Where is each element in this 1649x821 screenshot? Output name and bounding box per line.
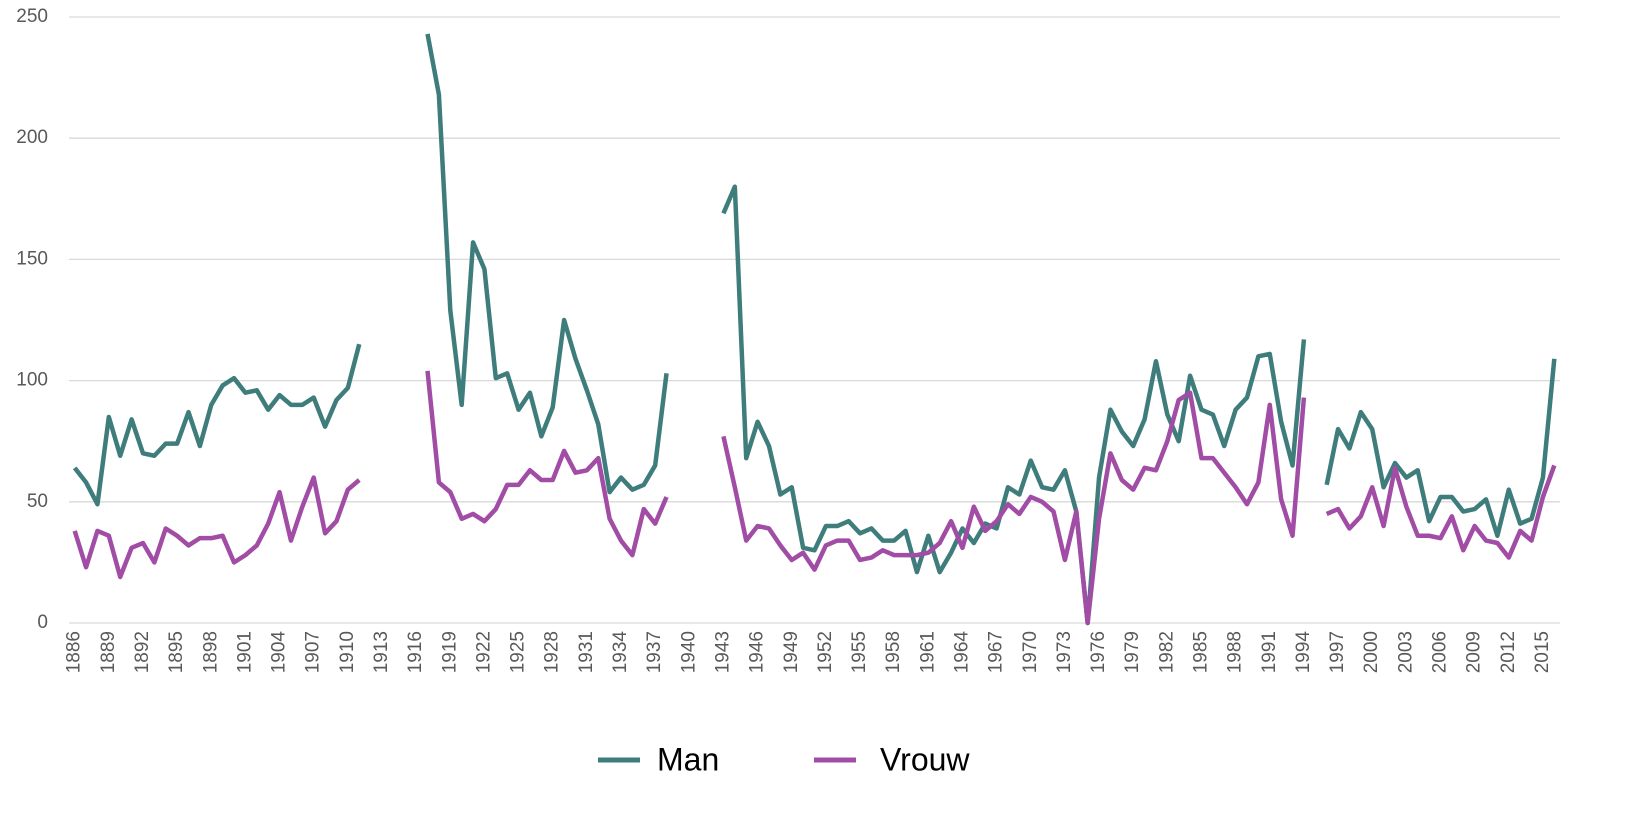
- x-tick-label: 2003: [1395, 631, 1416, 673]
- y-tick-label: 100: [16, 370, 48, 391]
- x-tick-label: 1991: [1259, 631, 1280, 673]
- x-tick-label: 1925: [508, 631, 529, 673]
- x-tick-label: 1979: [1122, 631, 1143, 673]
- x-tick-label: 1997: [1327, 631, 1348, 673]
- x-tick-label: 1934: [610, 631, 631, 674]
- x-tick-label: 1931: [576, 631, 597, 673]
- x-tick-label: 1946: [747, 631, 768, 673]
- x-tick-label: 1976: [1088, 631, 1109, 673]
- x-tick-label: 1898: [200, 631, 221, 673]
- x-tick-label: 2000: [1361, 631, 1382, 673]
- x-tick-label: 2006: [1430, 631, 1451, 673]
- x-tick-label: 1889: [98, 631, 119, 673]
- x-tick-label: 1970: [1020, 631, 1041, 673]
- x-tick-label: 1922: [473, 631, 494, 673]
- x-tick-label: 1940: [678, 631, 699, 673]
- x-tick-label: 1943: [712, 631, 733, 673]
- x-tick-label: 2012: [1498, 631, 1519, 673]
- y-tick-label: 0: [37, 612, 48, 633]
- x-tick-label: 1967: [986, 631, 1007, 673]
- x-tick-label: 1961: [917, 631, 938, 673]
- x-tick-label: 1901: [234, 631, 255, 673]
- x-tick-label: 1982: [1156, 631, 1177, 673]
- x-tick-label: 1904: [269, 631, 290, 674]
- x-tick-label: 1937: [644, 631, 665, 673]
- y-tick-label: 250: [16, 6, 48, 27]
- x-tick-label: 1907: [303, 631, 324, 673]
- legend-label: Man: [657, 741, 719, 777]
- line-series: [72, 370, 1557, 626]
- x-tick-label: 1910: [337, 631, 358, 673]
- x-tick-label: 1973: [1054, 631, 1075, 673]
- x-tick-label: 1895: [166, 631, 187, 673]
- y-tick-label: 200: [16, 127, 48, 148]
- x-tick-label: 1949: [781, 631, 802, 673]
- legend: Man Vrouw: [598, 741, 970, 777]
- x-tick-label: 1958: [883, 631, 904, 673]
- y-tick-label: 150: [16, 248, 48, 269]
- x-tick-label: 1988: [1225, 631, 1246, 673]
- x-tick-label: 1886: [64, 631, 85, 673]
- x-tick-label: 1964: [951, 631, 972, 674]
- x-tick-label: 1952: [815, 631, 836, 673]
- x-tick-label: 2015: [1532, 631, 1553, 673]
- y-tick-label: 50: [27, 491, 48, 512]
- line-series: [72, 33, 1557, 626]
- x-tick-label: 1994: [1293, 631, 1314, 674]
- legend-label: Vrouw: [880, 741, 970, 777]
- x-tick-label: 1913: [371, 631, 392, 673]
- x-tick-label: 2009: [1464, 631, 1485, 673]
- x-tick-label: 1919: [439, 631, 460, 673]
- x-tick-label: 1985: [1190, 631, 1211, 673]
- x-tick-label: 1928: [542, 631, 563, 673]
- x-tick-label: 1892: [132, 631, 153, 673]
- x-tick-label: 1916: [405, 631, 426, 673]
- x-tick-label: 1955: [849, 631, 870, 673]
